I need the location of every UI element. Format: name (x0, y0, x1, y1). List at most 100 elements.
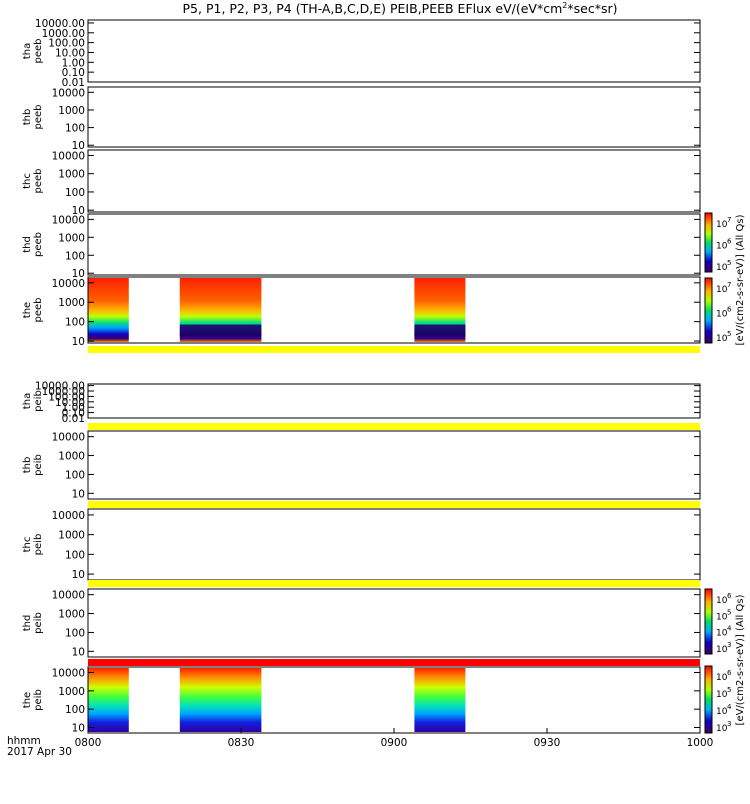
y-tick-label: 100 (65, 250, 85, 262)
y-tick-label: 1000 (58, 530, 85, 542)
colorbar-tick-exponent: 4 (727, 703, 732, 711)
colorbar-gradient (704, 588, 713, 655)
panel-frame (87, 508, 701, 581)
spectrogram-block (88, 668, 129, 732)
coverage-bar (88, 659, 700, 666)
instrument-label: peib (33, 612, 44, 634)
colorbar-tick-exponent: 6 (727, 238, 732, 246)
probe-label: the (22, 692, 33, 708)
colorbar-tick-label: 10 (716, 645, 728, 655)
instrument-label: peeb (33, 39, 44, 64)
y-tick-label: 10.00 (55, 47, 85, 59)
spectrogram-block (179, 668, 262, 732)
panel-frame (87, 19, 701, 83)
y-tick-label: 1000.00 (42, 386, 85, 398)
colorbar-tick-exponent: 5 (727, 330, 731, 338)
y-tick-label: 1.00 (62, 402, 85, 414)
y-tick-label: 1000 (58, 451, 85, 463)
panel-frame (87, 430, 701, 500)
y-tick-label: 100 (65, 187, 85, 199)
y-tick-label: 100 (65, 123, 85, 135)
colorbar-tick-exponent: 6 (727, 306, 732, 314)
colorbar-tick-exponent: 6 (727, 669, 732, 677)
y-tick-label: 10000 (52, 87, 85, 99)
y-tick-label: 10 (72, 646, 85, 658)
instrument-label: peib (33, 689, 44, 711)
probe-label: thd (22, 615, 33, 632)
panel-thc-peib: 10000 1000 100 10 thc peib (22, 508, 701, 587)
instrument-label: peeb (33, 232, 44, 257)
colorbar-tick-label: 10 (716, 242, 728, 252)
colorbar-tick-exponent: 6 (727, 592, 732, 600)
y-tick-label: 100.00 (48, 38, 85, 50)
colorbar-tick-label: 10 (716, 629, 728, 639)
y-tick-label: 10 (72, 336, 85, 348)
spectrogram-lowband (414, 324, 466, 337)
colorbar-tick-label: 10 (716, 310, 728, 320)
y-tick-label: 1000 (58, 169, 85, 181)
y-tick-label: 10 (72, 488, 85, 500)
date-label: 2017 Apr 30 (7, 746, 72, 758)
y-tick-label: 10000 (52, 432, 85, 444)
probe-label: thc (22, 173, 33, 189)
colorbar-tick-exponent: 3 (727, 641, 731, 649)
colorbar-tick-exponent: 7 (727, 216, 731, 224)
y-tick-label: 10000 (52, 590, 85, 602)
colorbar-tick-label: 10 (716, 690, 728, 700)
colorbar-tick-exponent: 4 (727, 625, 732, 633)
x-tick-label: 1000 (687, 737, 714, 749)
panel-frame (87, 149, 701, 213)
panel-thd-peeb: 10000 1000 100 10 thd peeb (22, 213, 701, 280)
y-tick-label: 0.01 (62, 77, 85, 89)
colorbar-tick-label: 10 (716, 596, 728, 606)
colorbar-tick-exponent: 7 (727, 281, 731, 289)
y-tick-label: 10000 (52, 668, 85, 680)
y-tick-label: 10000 (52, 510, 85, 522)
colorbar-unit-label-top: [eV/(cm2-s-sr-eV)] (All Qs) (735, 214, 746, 345)
y-tick-label: 10 (72, 723, 85, 735)
y-tick-label: 1000 (58, 105, 85, 117)
x-tick-label: 0900 (381, 737, 408, 749)
panel-frame (87, 86, 701, 148)
spectrogram-lowband (179, 324, 262, 337)
probe-label: tha (22, 43, 33, 59)
coverage-bar (88, 580, 700, 587)
panel-frame (87, 276, 701, 344)
y-tick-label: 100 (65, 317, 85, 329)
y-tick-label: 10 (72, 569, 85, 581)
colorbar-tick-label: 10 (716, 612, 728, 622)
panel-frame (87, 588, 701, 658)
colorbars-group: 10 710 610 510 710 610 510 610 510 410 310 610 510 41… (704, 212, 732, 734)
y-tick-label: 10 (72, 140, 85, 152)
chart-title: P5, P1, P2, P3, P4 (TH-A,B,C,D,E) PEIB,P… (183, 1, 618, 16)
y-tick-label: 10.00 (55, 397, 85, 409)
y-tick-label: 1000 (58, 686, 85, 698)
colorbar-tick-label: 10 (716, 263, 728, 273)
probe-label: thd (22, 236, 33, 253)
instrument-label: peib (33, 454, 44, 476)
colorbar-tick-exponent: 3 (727, 720, 731, 728)
y-tick-label: 100 (65, 549, 85, 561)
panel-frame (87, 383, 701, 419)
y-tick-label: 100 (65, 704, 85, 716)
x-tick-label: 0930 (534, 737, 561, 749)
y-tick-label: 100 (65, 469, 85, 481)
colorbar-tick-exponent: 5 (727, 686, 731, 694)
y-tick-label: 10 (72, 268, 85, 280)
colorbar-tick-exponent: 5 (727, 259, 731, 267)
colorbar-gradient (704, 277, 713, 344)
coverage-bar (88, 346, 700, 353)
title-main: P5, P1, P2, P3, P4 (TH-A,B,C,D,E) PEIB,P… (183, 1, 563, 16)
y-tick-label: 10000 (52, 150, 85, 162)
y-tick-label: 10000 (52, 214, 85, 226)
panel-thb-peeb: 10000 1000 100 10 thb peeb (22, 86, 701, 152)
title-superscript: 2 (562, 1, 567, 10)
panel-the-peib: 10000 1000 100 10 the peib (22, 666, 701, 735)
y-tick-label: 10000 (52, 278, 85, 290)
